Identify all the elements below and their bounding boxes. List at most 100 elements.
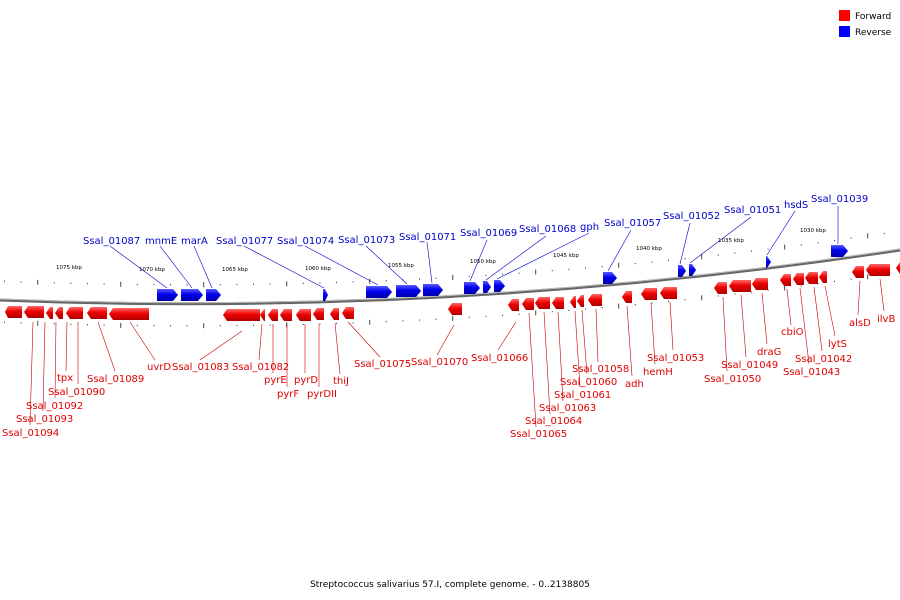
gene-arrow-reverse[interactable] — [494, 280, 505, 292]
gene-label[interactable]: marA — [181, 236, 208, 247]
gene-label[interactable]: Ssal_01043 — [783, 367, 840, 378]
gene-arrow-forward[interactable] — [296, 309, 311, 321]
gene-arrow-forward[interactable] — [852, 266, 864, 278]
gene-arrow-forward[interactable] — [752, 278, 768, 290]
gene-arrow-forward[interactable] — [866, 264, 890, 276]
gene-label[interactable]: lytS — [828, 339, 847, 350]
gene-arrow-forward[interactable] — [260, 309, 265, 321]
gene-label[interactable]: Ssal_01060 — [560, 377, 617, 388]
gene-label[interactable]: tpx — [57, 373, 73, 384]
gene-arrow-forward[interactable] — [577, 295, 584, 307]
gene-label[interactable]: Ssal_01093 — [16, 414, 73, 425]
gene-arrow-reverse[interactable] — [157, 289, 178, 301]
gene-label[interactable]: Ssal_01094 — [2, 428, 59, 439]
gene-label[interactable]: pyrF — [277, 389, 299, 400]
gene-arrow-forward[interactable] — [535, 297, 550, 309]
gene-arrow-reverse[interactable] — [603, 272, 617, 284]
gene-label[interactable]: pyrD — [294, 375, 318, 386]
gene-arrow-forward[interactable] — [55, 307, 63, 319]
gene-label[interactable]: Ssal_01064 — [525, 416, 582, 427]
gene-label[interactable]: hemH — [643, 367, 673, 378]
gene-arrow-forward[interactable] — [448, 303, 462, 315]
gene-label[interactable]: mnmE — [145, 236, 177, 247]
gene-arrow-forward[interactable] — [24, 306, 44, 318]
gene-arrow-forward[interactable] — [641, 288, 657, 300]
gene-label[interactable]: Ssal_01058 — [572, 364, 629, 375]
gene-label[interactable]: hsdS — [784, 200, 808, 211]
gene-label[interactable]: Ssal_01063 — [539, 403, 596, 414]
gene-label[interactable]: uvrD — [147, 362, 171, 373]
gene-arrow-forward[interactable] — [508, 299, 519, 311]
gene-arrow-forward[interactable] — [660, 287, 677, 299]
gene-arrow-forward[interactable] — [570, 296, 576, 308]
gene-label[interactable]: Ssal_01051 — [724, 205, 781, 216]
gene-label[interactable]: gph — [580, 222, 599, 233]
gene-arrow-forward[interactable] — [87, 307, 107, 319]
gene-label[interactable]: Ssal_01049 — [721, 360, 778, 371]
gene-label[interactable]: Ssal_01061 — [554, 390, 611, 401]
gene-label[interactable]: Ssal_01052 — [663, 211, 720, 222]
gene-arrow-forward[interactable] — [588, 294, 602, 306]
gene-arrow-reverse[interactable] — [689, 264, 696, 276]
gene-arrow-reverse[interactable] — [206, 289, 221, 301]
gene-label[interactable]: Ssal_01057 — [604, 218, 661, 229]
gene-label[interactable]: pyrDII — [307, 389, 337, 400]
gene-label[interactable]: Ssal_01083 — [172, 362, 229, 373]
gene-label[interactable]: Ssal_01068 — [519, 224, 576, 235]
gene-arrow-forward[interactable] — [729, 280, 751, 292]
gene-label[interactable]: Ssal_01073 — [338, 235, 395, 246]
gene-arrow-reverse[interactable] — [396, 285, 421, 297]
gene-arrow-reverse[interactable] — [766, 256, 771, 268]
gene-arrow-reverse[interactable] — [483, 281, 491, 293]
gene-label[interactable]: thiJ — [333, 376, 349, 387]
gene-arrow-reverse[interactable] — [678, 265, 686, 277]
gene-label[interactable]: ilvB — [877, 314, 895, 325]
gene-label[interactable]: Ssal_01050 — [704, 374, 761, 385]
gene-arrow-forward[interactable] — [793, 273, 804, 285]
gene-label[interactable]: Ssal_01092 — [26, 401, 83, 412]
gene-label[interactable]: alsD — [849, 318, 871, 329]
gene-arrow-forward[interactable] — [109, 308, 149, 320]
gene-arrow-reverse[interactable] — [323, 289, 328, 301]
gene-arrow-forward[interactable] — [342, 307, 354, 319]
gene-arrow-reverse[interactable] — [464, 282, 480, 294]
gene-label[interactable]: Ssal_01074 — [277, 236, 334, 247]
gene-label[interactable]: Ssal_01069 — [460, 228, 517, 239]
gene-label[interactable]: Ssal_01039 — [811, 194, 868, 205]
gene-arrow-forward[interactable] — [780, 274, 791, 286]
gene-label[interactable]: Ssal_01053 — [647, 353, 704, 364]
gene-arrow-forward[interactable] — [714, 282, 727, 294]
gene-arrow-forward[interactable] — [46, 307, 53, 319]
gene-arrow-reverse[interactable] — [181, 289, 203, 301]
gene-arrow-forward[interactable] — [552, 297, 564, 309]
gene-label[interactable]: Ssal_01077 — [216, 236, 273, 247]
gene-arrow-forward[interactable] — [522, 298, 534, 310]
gene-arrow-reverse[interactable] — [831, 245, 848, 257]
gene-arrow-forward[interactable] — [268, 309, 278, 321]
gene-arrow-forward[interactable] — [622, 291, 632, 303]
gene-arrow-reverse[interactable] — [366, 286, 392, 298]
gene-arrow-forward[interactable] — [5, 306, 22, 318]
gene-arrow-forward[interactable] — [819, 271, 827, 283]
gene-arrow-forward[interactable] — [805, 272, 818, 284]
gene-label[interactable]: Ssal_01087 — [83, 236, 140, 247]
gene-arrow-forward[interactable] — [223, 309, 260, 321]
gene-arrow-forward[interactable] — [330, 308, 339, 320]
gene-label[interactable]: adh — [625, 379, 644, 390]
gene-label[interactable]: draG — [757, 347, 781, 358]
gene-label[interactable]: Ssal_01075 — [354, 359, 411, 370]
gene-label[interactable]: pyrE — [264, 375, 287, 386]
gene-arrow-forward[interactable] — [313, 308, 324, 320]
gene-arrow-forward[interactable] — [280, 309, 292, 321]
gene-label[interactable]: Ssal_01066 — [471, 353, 528, 364]
gene-arrow-forward[interactable] — [896, 262, 900, 274]
gene-label[interactable]: Ssal_01090 — [48, 387, 105, 398]
gene-label[interactable]: Ssal_01071 — [399, 232, 456, 243]
gene-label[interactable]: Ssal_01065 — [510, 429, 567, 440]
gene-arrow-forward[interactable] — [66, 307, 83, 319]
gene-label[interactable]: Ssal_01042 — [795, 354, 852, 365]
gene-label[interactable]: Ssal_01082 — [232, 362, 289, 373]
gene-label[interactable]: cbiO — [781, 327, 804, 338]
gene-label[interactable]: Ssal_01089 — [87, 374, 144, 385]
gene-label[interactable]: Ssal_01070 — [411, 357, 468, 368]
